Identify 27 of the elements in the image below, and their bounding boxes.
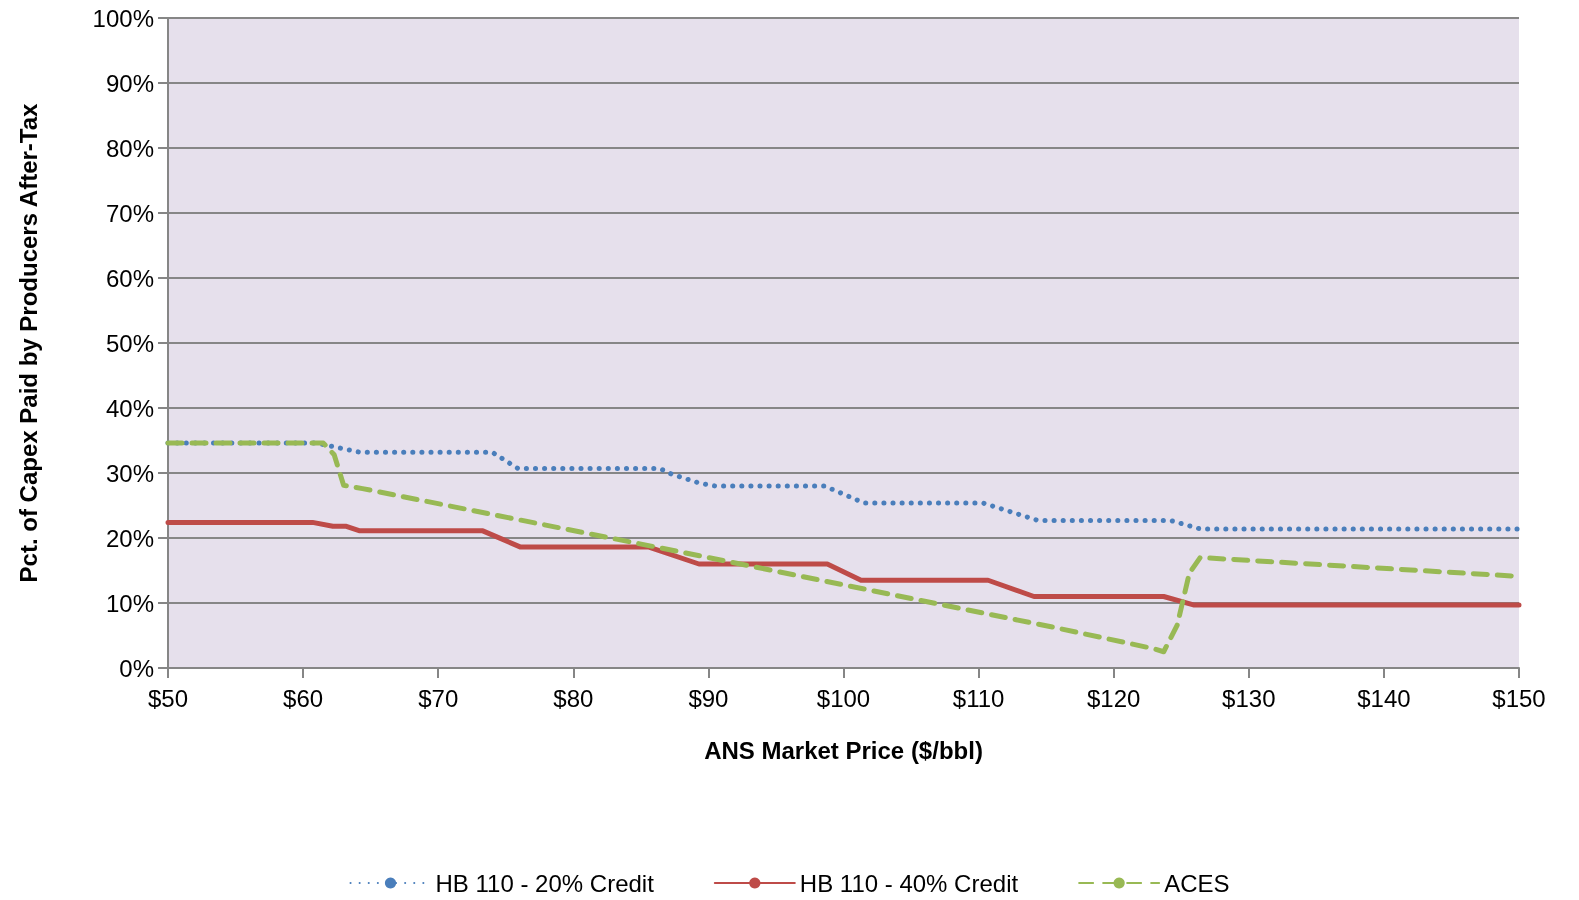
legend-label: HB 110 - 20% Credit [435,869,655,897]
y-tick-label: 80% [105,134,154,162]
x-tick-label: $120 [1087,684,1141,712]
y-tick-label: 40% [105,394,154,422]
x-tick-label: $70 [418,684,459,712]
x-axis-title: ANS Market Price ($/bbl) [704,736,983,764]
y-tick-label: 10% [105,589,154,617]
x-tick-label: $90 [688,684,729,712]
y-tick-label: 70% [105,199,154,227]
x-tick-label: $60 [283,684,324,712]
y-axis-title: Pct. of Capex Paid by Producers After-Tax [14,102,42,583]
x-tick-label: $80 [553,684,594,712]
y-tick-label: 60% [105,264,154,292]
y-tick-label: 30% [105,459,154,487]
x-tick-label: $150 [1492,684,1546,712]
y-tick-label: 90% [105,69,154,97]
legend-label: ACES [1164,869,1230,897]
x-tick-label: $100 [816,684,871,712]
y-tick-label: 20% [105,524,154,552]
legend-label: HB 110 - 40% Credit [799,869,1019,897]
y-tick-label: 0% [119,654,154,682]
y-tick-label: 50% [105,329,154,357]
y-tick-label: 100% [92,4,154,32]
x-tick-label: $130 [1222,684,1276,712]
x-tick-label: $110 [952,684,1005,712]
x-tick-label: $140 [1357,684,1411,712]
x-tick-label: $50 [147,684,189,712]
